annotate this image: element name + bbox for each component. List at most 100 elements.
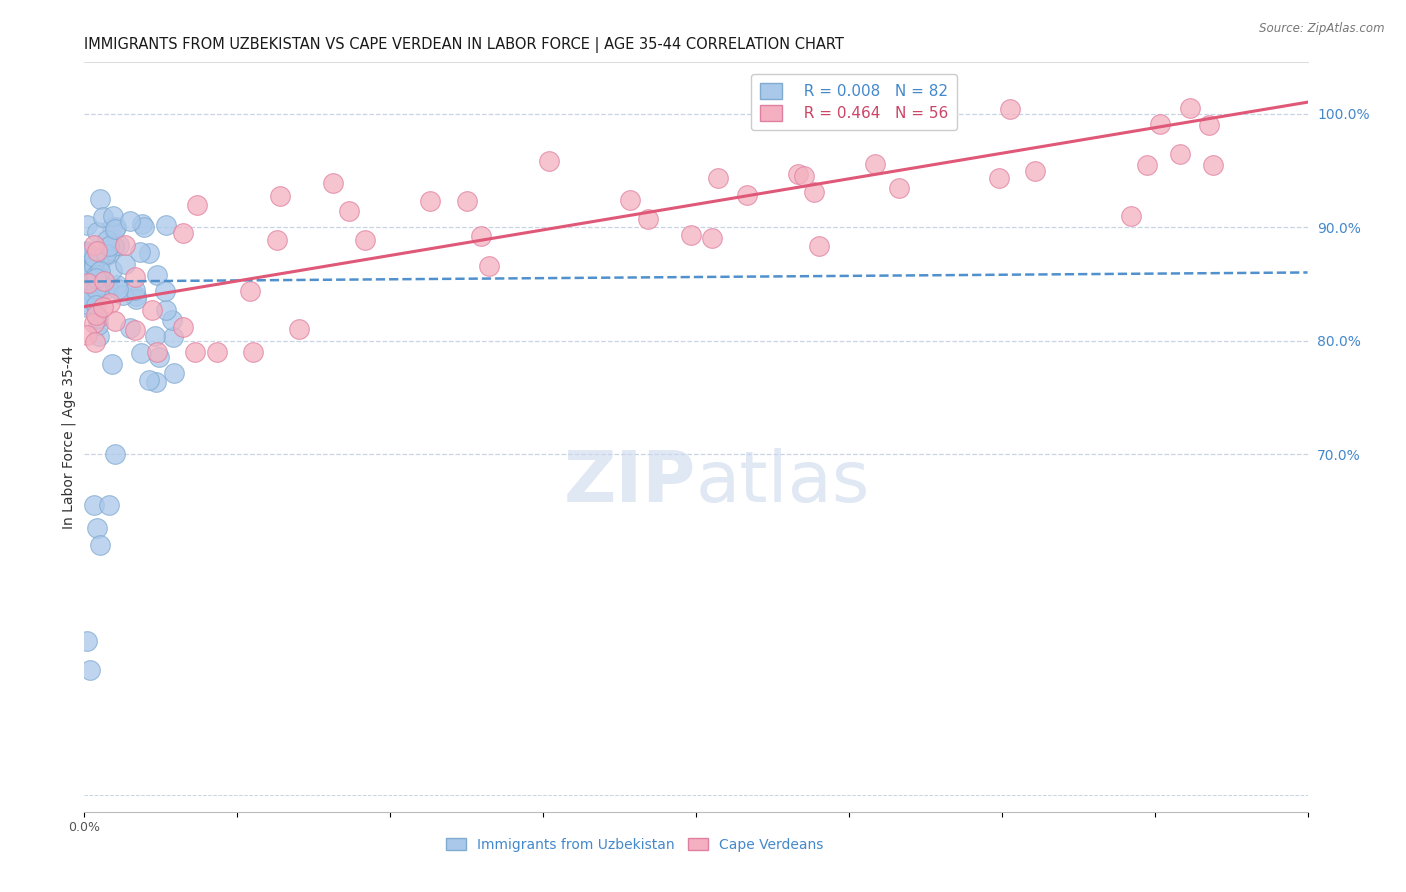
Point [162, 313, 184, 327]
Point [145, 375, 167, 389]
Point [76, 246, 98, 260]
Point [83, 254, 105, 268]
Point [90, 276, 112, 290]
Point [83, 250, 105, 264]
Text: ZIP: ZIP [564, 448, 696, 516]
Point [83, 255, 105, 269]
Text: IMMIGRANTS FROM UZBEKISTAN VS CAPE VERDEAN IN LABOR FORCE | AGE 35-44 CORRELATIO: IMMIGRANTS FROM UZBEKISTAN VS CAPE VERDE… [84, 37, 844, 53]
Point [76, 301, 98, 315]
Point [141, 303, 163, 318]
Point [77, 291, 100, 305]
Point [456, 194, 478, 208]
Point [86, 521, 108, 535]
Point [737, 188, 759, 202]
Point [84, 282, 107, 296]
Point [97, 498, 120, 512]
Point [79, 663, 101, 677]
Point [1168, 147, 1191, 161]
Point [354, 233, 377, 247]
Text: Source: ZipAtlas.com: Source: ZipAtlas.com [1260, 22, 1385, 36]
Point [97, 280, 120, 294]
Point [887, 181, 910, 195]
Point [101, 357, 124, 371]
Point [239, 284, 262, 298]
Point [76, 270, 98, 285]
Point [84, 308, 107, 322]
Point [786, 167, 808, 181]
Point [84, 334, 107, 349]
Point [143, 328, 166, 343]
Point [125, 289, 148, 303]
Point [619, 193, 641, 207]
Point [118, 213, 141, 227]
Point [863, 157, 886, 171]
Point [322, 176, 344, 190]
Point [124, 323, 146, 337]
Point [337, 204, 360, 219]
Point [205, 345, 228, 359]
Point [80, 276, 103, 290]
Point [129, 346, 152, 360]
Point [162, 329, 184, 343]
Point [82, 263, 104, 277]
Point [107, 282, 129, 296]
Point [103, 210, 125, 224]
Point [269, 188, 291, 202]
Point [1202, 158, 1225, 172]
Point [84, 271, 107, 285]
Point [108, 238, 131, 252]
Point [1178, 101, 1201, 115]
Point [138, 245, 160, 260]
Point [89, 192, 111, 206]
Text: atlas: atlas [696, 448, 870, 516]
Point [1149, 117, 1171, 131]
Point [793, 169, 815, 184]
Point [172, 320, 194, 334]
Point [100, 262, 122, 277]
Point [87, 285, 110, 299]
Point [86, 310, 108, 325]
Point [97, 246, 120, 260]
Point [90, 271, 112, 285]
Point [93, 250, 115, 264]
Point [104, 220, 127, 235]
Point [155, 218, 177, 232]
Point [87, 256, 110, 270]
Point [83, 252, 105, 267]
Point [679, 227, 702, 242]
Point [172, 226, 194, 240]
Point [155, 303, 177, 318]
Point [478, 260, 501, 274]
Point [97, 239, 120, 253]
Point [96, 233, 118, 247]
Point [148, 350, 170, 364]
Point [103, 239, 125, 253]
Point [132, 220, 155, 235]
Point [470, 228, 492, 243]
Point [114, 237, 136, 252]
Point [80, 276, 103, 290]
Point [125, 292, 148, 306]
Point [537, 153, 560, 168]
Point [112, 288, 135, 302]
Point [1198, 118, 1220, 132]
Point [186, 198, 208, 212]
Point [803, 185, 825, 199]
Point [1024, 164, 1046, 178]
Point [76, 218, 98, 232]
Point [83, 316, 105, 330]
Point [76, 328, 98, 343]
Point [86, 225, 108, 239]
Point [184, 345, 207, 359]
Point [155, 285, 177, 299]
Point [76, 634, 98, 648]
Point [131, 217, 153, 231]
Point [637, 211, 659, 226]
Point [104, 313, 127, 327]
Point [419, 194, 441, 209]
Point [89, 258, 111, 272]
Point [84, 268, 107, 282]
Point [288, 322, 311, 336]
Point [83, 238, 105, 252]
Point [83, 498, 105, 512]
